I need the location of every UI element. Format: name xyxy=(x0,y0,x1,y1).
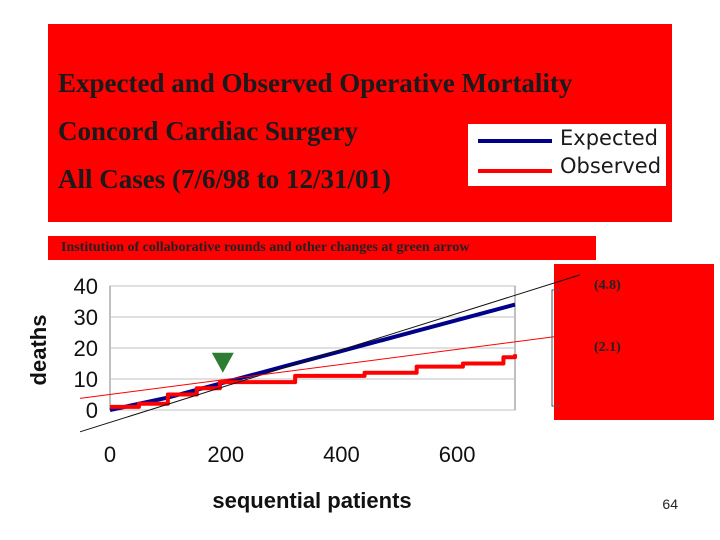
y-tick-label: 0 xyxy=(86,398,98,423)
legend-expected-label: Expected xyxy=(560,126,658,150)
x-tick-label: 0 xyxy=(104,442,116,467)
y-axis-label: deaths xyxy=(26,315,51,386)
y-tick-label: 20 xyxy=(74,336,98,361)
x-tick-label: 200 xyxy=(207,442,244,467)
title-line-2: Concord Cardiac Surgery xyxy=(58,116,358,146)
legend-observed-label: Observed xyxy=(560,154,662,178)
series-observed-line xyxy=(110,354,517,409)
banner-text: Institution of collaborative rounds and … xyxy=(61,240,470,255)
legend-observed-swatch xyxy=(478,169,552,173)
legend-expected-swatch xyxy=(478,139,552,143)
annotation-banner: Institution of collaborative rounds and … xyxy=(48,236,596,260)
trend-line xyxy=(79,274,581,433)
title-panel xyxy=(48,24,672,222)
rate-bracket xyxy=(551,289,560,407)
trend-line xyxy=(79,332,581,399)
expected-rate-label: (4.8) xyxy=(594,278,621,293)
legend: Expected Observed xyxy=(468,124,666,186)
page-number: 64 xyxy=(662,496,678,512)
title-line-3: All Cases (7/6/98 to 12/31/01) xyxy=(58,164,391,194)
y-tick-label: 10 xyxy=(74,367,98,392)
rate-panel: (4.8) (2.1) xyxy=(554,264,714,420)
observed-rate-label: (2.1) xyxy=(594,340,621,355)
intervention-arrow-icon xyxy=(211,352,234,373)
y-tick-label: 40 xyxy=(74,274,98,299)
title-line-1: Expected and Observed Operative Mortalit… xyxy=(58,68,573,98)
x-tick-label: 600 xyxy=(439,442,476,467)
x-axis-label: sequential patients xyxy=(212,488,411,513)
x-tick-label: 400 xyxy=(323,442,360,467)
y-tick-label: 30 xyxy=(74,305,98,330)
